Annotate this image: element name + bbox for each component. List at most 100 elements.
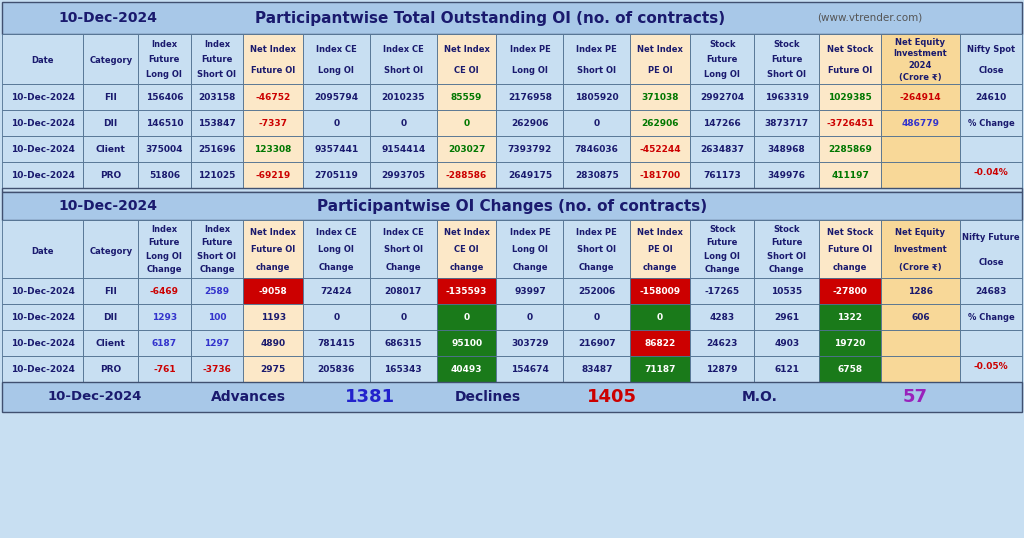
Bar (497, 34, 563, 84)
Text: Close: Close (978, 67, 1004, 75)
Bar (2, 110, 83, 136)
Bar (497, 136, 563, 162)
Text: 1963319: 1963319 (765, 93, 809, 102)
Text: 761173: 761173 (703, 171, 741, 180)
Bar (138, 34, 190, 84)
Text: 40493: 40493 (451, 365, 482, 373)
Bar (497, 220, 563, 278)
Bar (190, 110, 244, 136)
Text: 6121: 6121 (774, 365, 799, 373)
Text: 10-Dec-2024: 10-Dec-2024 (10, 313, 75, 322)
Text: 203027: 203027 (447, 145, 485, 153)
Text: 6758: 6758 (838, 365, 862, 373)
Bar (2, 382, 1022, 412)
Text: Index CE: Index CE (383, 45, 424, 54)
Bar (959, 304, 1022, 330)
Text: Long OI: Long OI (318, 67, 354, 75)
Text: M.O.: M.O. (742, 390, 778, 404)
Text: 19720: 19720 (835, 338, 865, 348)
Text: 4283: 4283 (710, 313, 735, 322)
Text: 208017: 208017 (385, 287, 422, 295)
Text: Nifty Future: Nifty Future (963, 233, 1020, 242)
Text: 1322: 1322 (838, 313, 862, 322)
Text: Net Stock: Net Stock (827, 228, 873, 237)
Text: Nifty Spot: Nifty Spot (967, 45, 1015, 54)
Text: 95100: 95100 (451, 338, 482, 348)
Text: 2993705: 2993705 (381, 171, 425, 180)
Bar (497, 162, 563, 188)
Bar (303, 162, 370, 188)
Bar (959, 110, 1022, 136)
Text: 156406: 156406 (145, 93, 183, 102)
Bar (83, 356, 138, 382)
Text: -761: -761 (154, 365, 176, 373)
Text: 10-Dec-2024: 10-Dec-2024 (58, 199, 158, 213)
Text: (Crore ₹): (Crore ₹) (899, 73, 942, 82)
Bar (244, 330, 303, 356)
Text: 3873717: 3873717 (765, 118, 809, 128)
Bar (83, 278, 138, 304)
Text: 4903: 4903 (774, 338, 800, 348)
Bar (819, 356, 881, 382)
Bar (2, 136, 83, 162)
Bar (881, 34, 959, 84)
Text: 0: 0 (594, 118, 600, 128)
Text: 262906: 262906 (511, 118, 549, 128)
Text: 0: 0 (334, 313, 340, 322)
Bar (959, 356, 1022, 382)
Bar (244, 220, 303, 278)
Text: Long OI: Long OI (512, 245, 548, 254)
Text: Short OI: Short OI (384, 245, 423, 254)
Bar (437, 220, 497, 278)
Bar (303, 220, 370, 278)
Text: -288586: -288586 (446, 171, 487, 180)
Bar (303, 356, 370, 382)
Text: Category: Category (89, 56, 132, 66)
Text: Index PE: Index PE (510, 45, 550, 54)
Bar (690, 356, 755, 382)
Text: 10-Dec-2024: 10-Dec-2024 (10, 338, 75, 348)
Text: Net Index: Net Index (443, 228, 489, 237)
Bar (690, 110, 755, 136)
Text: change: change (643, 263, 677, 272)
Text: 85559: 85559 (451, 93, 482, 102)
Bar (437, 356, 497, 382)
Bar (244, 110, 303, 136)
Text: Net Index: Net Index (637, 228, 683, 237)
Bar (881, 220, 959, 278)
Bar (755, 304, 819, 330)
Bar (83, 304, 138, 330)
Text: 486779: 486779 (901, 118, 939, 128)
Bar (497, 304, 563, 330)
Text: Future OI: Future OI (251, 245, 295, 254)
Bar (2, 192, 1022, 220)
Text: Declines: Declines (455, 390, 521, 404)
Text: 83487: 83487 (581, 365, 612, 373)
Bar (138, 110, 190, 136)
Bar (881, 278, 959, 304)
Bar (83, 220, 138, 278)
Text: 24683: 24683 (975, 287, 1007, 295)
Text: -7337: -7337 (259, 118, 288, 128)
Bar (370, 278, 437, 304)
Bar (819, 330, 881, 356)
Bar (437, 136, 497, 162)
Text: -27800: -27800 (833, 287, 867, 295)
Text: CE OI: CE OI (455, 67, 479, 75)
Bar (2, 304, 83, 330)
Text: 10-Dec-2024: 10-Dec-2024 (10, 171, 75, 180)
Text: Date: Date (32, 247, 54, 256)
Text: 51806: 51806 (148, 171, 180, 180)
Text: 1293: 1293 (152, 313, 177, 322)
Text: 10-Dec-2024: 10-Dec-2024 (48, 391, 142, 404)
Bar (630, 356, 690, 382)
Bar (244, 136, 303, 162)
Bar (370, 34, 437, 84)
Bar (497, 278, 563, 304)
Text: 1297: 1297 (205, 338, 229, 348)
Bar (370, 220, 437, 278)
Text: 2634837: 2634837 (700, 145, 744, 153)
Bar (83, 34, 138, 84)
Bar (2, 220, 83, 278)
Text: Index CE: Index CE (316, 228, 356, 237)
